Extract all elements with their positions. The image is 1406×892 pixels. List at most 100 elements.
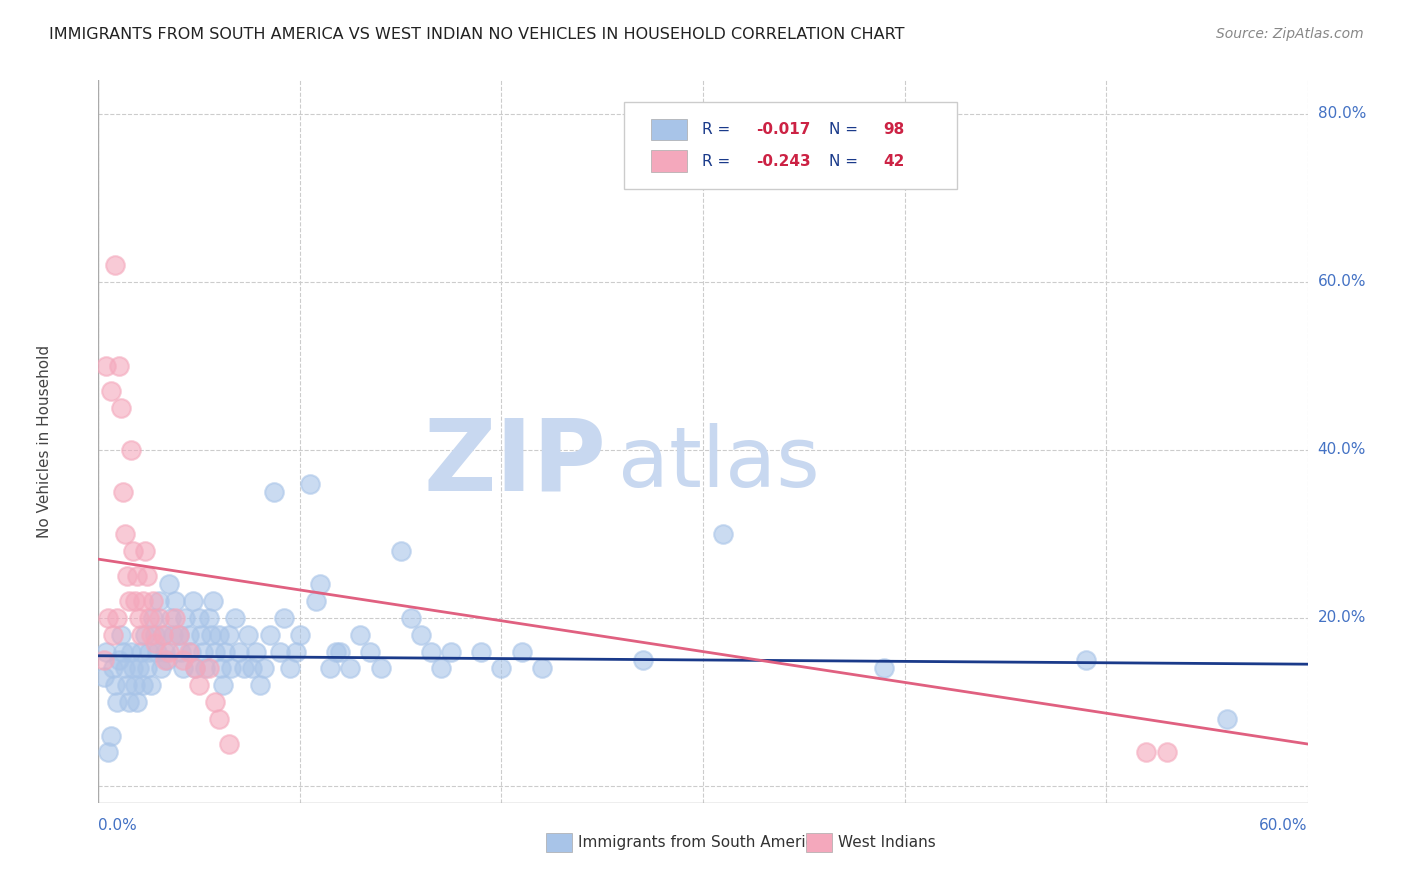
Point xyxy=(309,577,332,591)
Point xyxy=(167,628,190,642)
Point xyxy=(873,661,896,675)
Point xyxy=(179,644,201,658)
Point xyxy=(110,401,132,415)
Point xyxy=(259,628,281,642)
Point xyxy=(194,661,217,675)
Point xyxy=(399,611,422,625)
Point xyxy=(129,628,152,642)
Point xyxy=(124,678,146,692)
Point xyxy=(93,670,115,684)
Point xyxy=(370,661,392,675)
Point xyxy=(190,628,212,642)
Point xyxy=(132,678,155,692)
Point xyxy=(329,644,352,658)
Point xyxy=(152,628,174,642)
Point xyxy=(101,661,124,675)
Point xyxy=(167,628,190,642)
Bar xyxy=(651,151,688,172)
Point xyxy=(193,644,215,658)
Point xyxy=(153,644,176,658)
Point xyxy=(184,661,207,675)
Point xyxy=(135,569,157,583)
Point xyxy=(319,661,342,675)
Point xyxy=(440,644,463,658)
Point xyxy=(105,611,128,625)
Point xyxy=(139,628,162,642)
Point xyxy=(172,653,194,667)
Point xyxy=(152,628,174,642)
Point xyxy=(179,628,201,642)
Point xyxy=(208,712,231,726)
Point xyxy=(172,661,194,675)
Point xyxy=(236,628,259,642)
Point xyxy=(214,644,236,658)
Point xyxy=(120,644,142,658)
Point xyxy=(232,661,254,675)
Point xyxy=(245,644,267,658)
Point xyxy=(209,661,232,675)
Point xyxy=(157,577,180,591)
Point xyxy=(110,628,132,642)
Point xyxy=(100,384,122,398)
Text: West Indians: West Indians xyxy=(838,835,936,850)
Point xyxy=(218,628,240,642)
Text: No Vehicles in Household: No Vehicles in Household xyxy=(37,345,52,538)
Point xyxy=(160,611,183,625)
Point xyxy=(134,543,156,558)
Text: 60.0%: 60.0% xyxy=(1317,275,1367,289)
Text: Immigrants from South America: Immigrants from South America xyxy=(578,835,824,850)
Point xyxy=(157,644,180,658)
Point xyxy=(148,594,170,608)
Point xyxy=(162,628,184,642)
Point xyxy=(143,636,166,650)
Point xyxy=(142,594,165,608)
Bar xyxy=(806,833,832,852)
Point xyxy=(146,644,169,658)
Point xyxy=(269,644,291,658)
Point xyxy=(273,611,295,625)
Text: N =: N = xyxy=(828,122,863,136)
Point xyxy=(149,661,172,675)
Point xyxy=(143,628,166,642)
Point xyxy=(240,661,263,675)
Point xyxy=(180,644,202,658)
Point xyxy=(135,661,157,675)
Point xyxy=(263,485,285,500)
Point xyxy=(163,594,186,608)
Point xyxy=(105,695,128,709)
Point xyxy=(107,653,129,667)
Point xyxy=(409,628,432,642)
Text: 42: 42 xyxy=(883,153,904,169)
Point xyxy=(288,628,311,642)
Point xyxy=(188,611,211,625)
Point xyxy=(128,611,150,625)
Text: 80.0%: 80.0% xyxy=(1317,106,1367,121)
Text: 0.0%: 0.0% xyxy=(98,818,138,833)
Point xyxy=(118,594,141,608)
Point xyxy=(278,661,301,675)
Point xyxy=(204,695,226,709)
Point xyxy=(188,678,211,692)
Text: 60.0%: 60.0% xyxy=(1260,818,1308,833)
Point xyxy=(129,644,152,658)
Point xyxy=(1074,653,1097,667)
Point xyxy=(631,653,654,667)
Point xyxy=(510,644,533,658)
Point xyxy=(389,543,412,558)
Text: ZIP: ZIP xyxy=(423,415,606,512)
Point xyxy=(125,569,148,583)
Point xyxy=(128,661,150,675)
Point xyxy=(100,729,122,743)
Point xyxy=(115,678,138,692)
Point xyxy=(284,644,307,658)
Point xyxy=(174,611,197,625)
Point xyxy=(142,611,165,625)
Point xyxy=(221,661,243,675)
Point xyxy=(101,628,124,642)
Text: atlas: atlas xyxy=(619,423,820,504)
Point xyxy=(181,594,204,608)
Point xyxy=(111,644,134,658)
Text: 40.0%: 40.0% xyxy=(1317,442,1367,458)
Point xyxy=(120,442,142,457)
Point xyxy=(198,611,221,625)
